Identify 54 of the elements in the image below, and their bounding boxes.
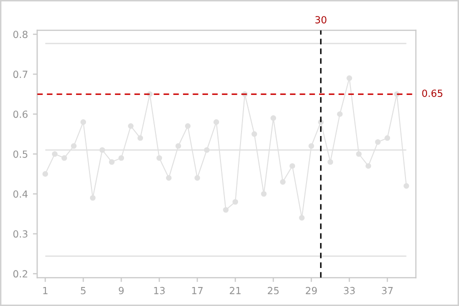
point <box>299 215 305 221</box>
point <box>346 75 352 81</box>
point <box>70 143 77 149</box>
x-tick-label: 13 <box>154 286 165 294</box>
point <box>138 135 144 141</box>
point <box>52 151 58 157</box>
point <box>156 155 162 161</box>
y-tick-label: 0.3 <box>13 230 28 238</box>
point <box>290 163 296 169</box>
point <box>118 155 124 161</box>
point <box>80 119 86 125</box>
point <box>108 159 115 165</box>
x-tick-label: 1 <box>43 287 48 294</box>
point <box>166 175 172 181</box>
x-tick-label: 33 <box>344 286 355 294</box>
point <box>90 195 96 201</box>
point <box>99 147 106 153</box>
point <box>128 123 134 129</box>
point <box>328 159 334 165</box>
x-tick-label: 37 <box>382 286 393 294</box>
point <box>366 163 372 169</box>
x-tick-label: 17 <box>192 287 203 294</box>
point <box>232 199 238 205</box>
point <box>261 191 267 197</box>
point <box>280 179 286 185</box>
point <box>375 139 381 145</box>
y-tick-label: 0.4 <box>13 190 28 198</box>
point <box>252 131 258 137</box>
y-tick-label: 0.5 <box>13 150 28 158</box>
point <box>270 115 276 121</box>
y-tick-label: 0.2 <box>13 270 28 278</box>
point <box>308 143 314 149</box>
x-tick-label: 25 <box>268 286 279 294</box>
point <box>384 135 390 141</box>
point <box>42 171 48 177</box>
point <box>194 175 200 181</box>
point <box>214 119 220 125</box>
point <box>356 151 362 157</box>
point <box>61 155 68 161</box>
point <box>185 123 191 129</box>
point <box>337 111 343 117</box>
point <box>176 143 182 149</box>
y-tick-label: 0.7 <box>13 70 28 78</box>
ref-line-label: 0.65 <box>422 90 442 97</box>
point <box>223 207 229 213</box>
y-tick-label: 0.6 <box>13 110 28 118</box>
x-tick-label: 21 <box>230 286 241 294</box>
point <box>204 147 210 153</box>
y-tick-label: 0.8 <box>13 30 28 38</box>
ref-line-label: 30 <box>315 16 326 24</box>
x-tick-label: 29 <box>306 286 317 294</box>
x-tick-label: 5 <box>80 287 86 294</box>
x-tick-label: 9 <box>118 286 124 294</box>
point <box>404 183 410 189</box>
